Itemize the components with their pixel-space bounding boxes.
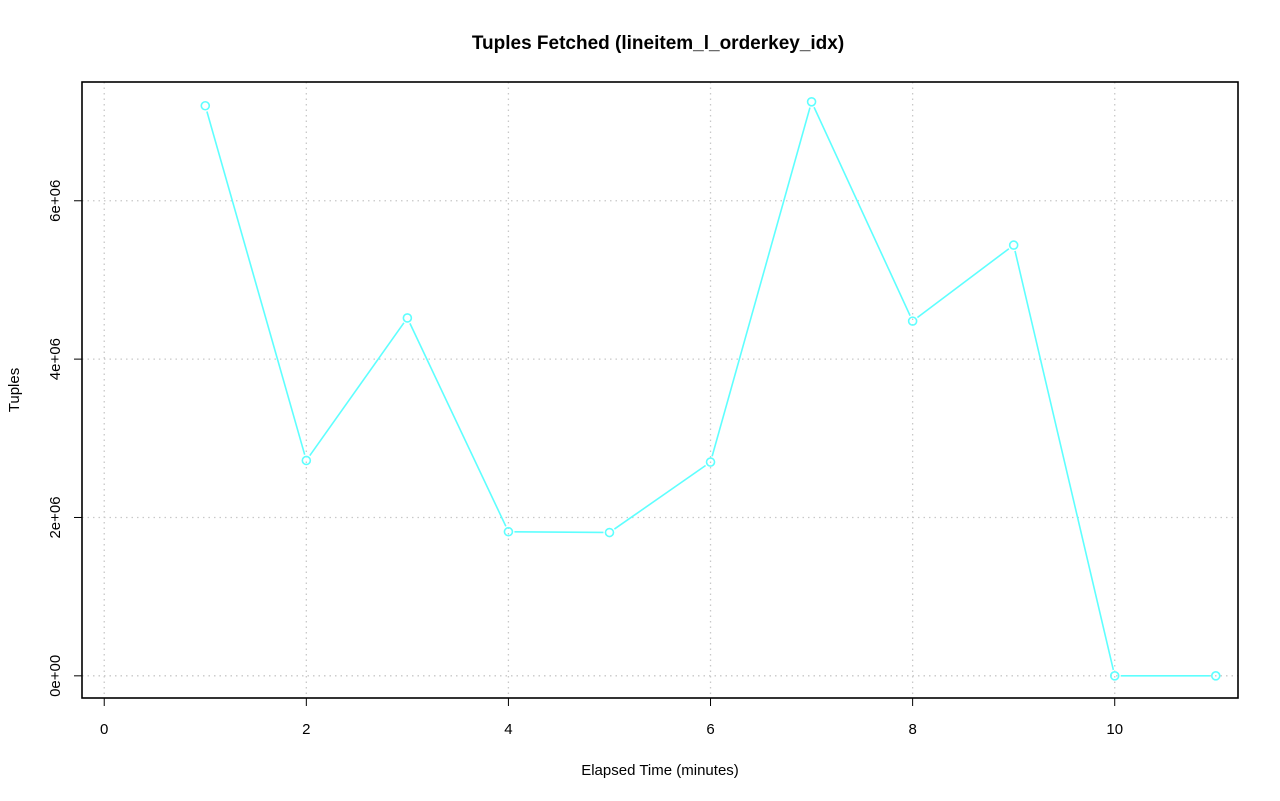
data-point [806, 96, 817, 107]
data-point [402, 313, 413, 323]
y-tick-label: 6e+06 [47, 180, 64, 222]
y-tick-label: 0e+00 [47, 655, 64, 697]
series-segment [409, 323, 507, 527]
x-tick-label: 0 [100, 721, 108, 738]
x-tick-label: 10 [1106, 721, 1123, 738]
data-point [1210, 671, 1221, 681]
data-point [301, 455, 312, 466]
x-tick-label: 6 [706, 721, 714, 738]
data-point [705, 457, 716, 467]
series-segment [309, 322, 405, 457]
x-tick-label: 8 [908, 721, 916, 738]
data-point [1109, 671, 1120, 681]
y-tick-label: 4e+06 [47, 338, 64, 380]
data-point [503, 526, 514, 537]
series-points-layer [200, 96, 1221, 681]
data-point [604, 527, 615, 538]
x-axis: 0 2 4 6 8 10 [100, 697, 1123, 738]
x-tick-label: 4 [504, 721, 512, 738]
data-point [1008, 240, 1019, 250]
series-segment [711, 107, 811, 457]
grid [82, 82, 1238, 698]
x-tick-label: 2 [302, 721, 310, 738]
y-tick-label: 2e+06 [47, 496, 64, 538]
data-point [200, 100, 211, 111]
series-segment [514, 530, 604, 534]
y-axis-label: Tuples [6, 368, 23, 412]
chart-title: Tuples Fetched (lineitem_l_orderkey_idx) [472, 33, 844, 54]
y-axis: 0e+00 2e+06 4e+06 6e+06 [47, 180, 82, 697]
series-segment [813, 106, 911, 317]
series-segment [613, 464, 707, 530]
series-segment [916, 248, 1010, 319]
plot-frame [81, 81, 1239, 699]
series-segment [1014, 250, 1115, 671]
series-line-layer [206, 106, 1210, 677]
series-segment [206, 111, 306, 455]
x-axis-label: Elapsed Time (minutes) [581, 762, 739, 779]
data-point [907, 316, 918, 326]
